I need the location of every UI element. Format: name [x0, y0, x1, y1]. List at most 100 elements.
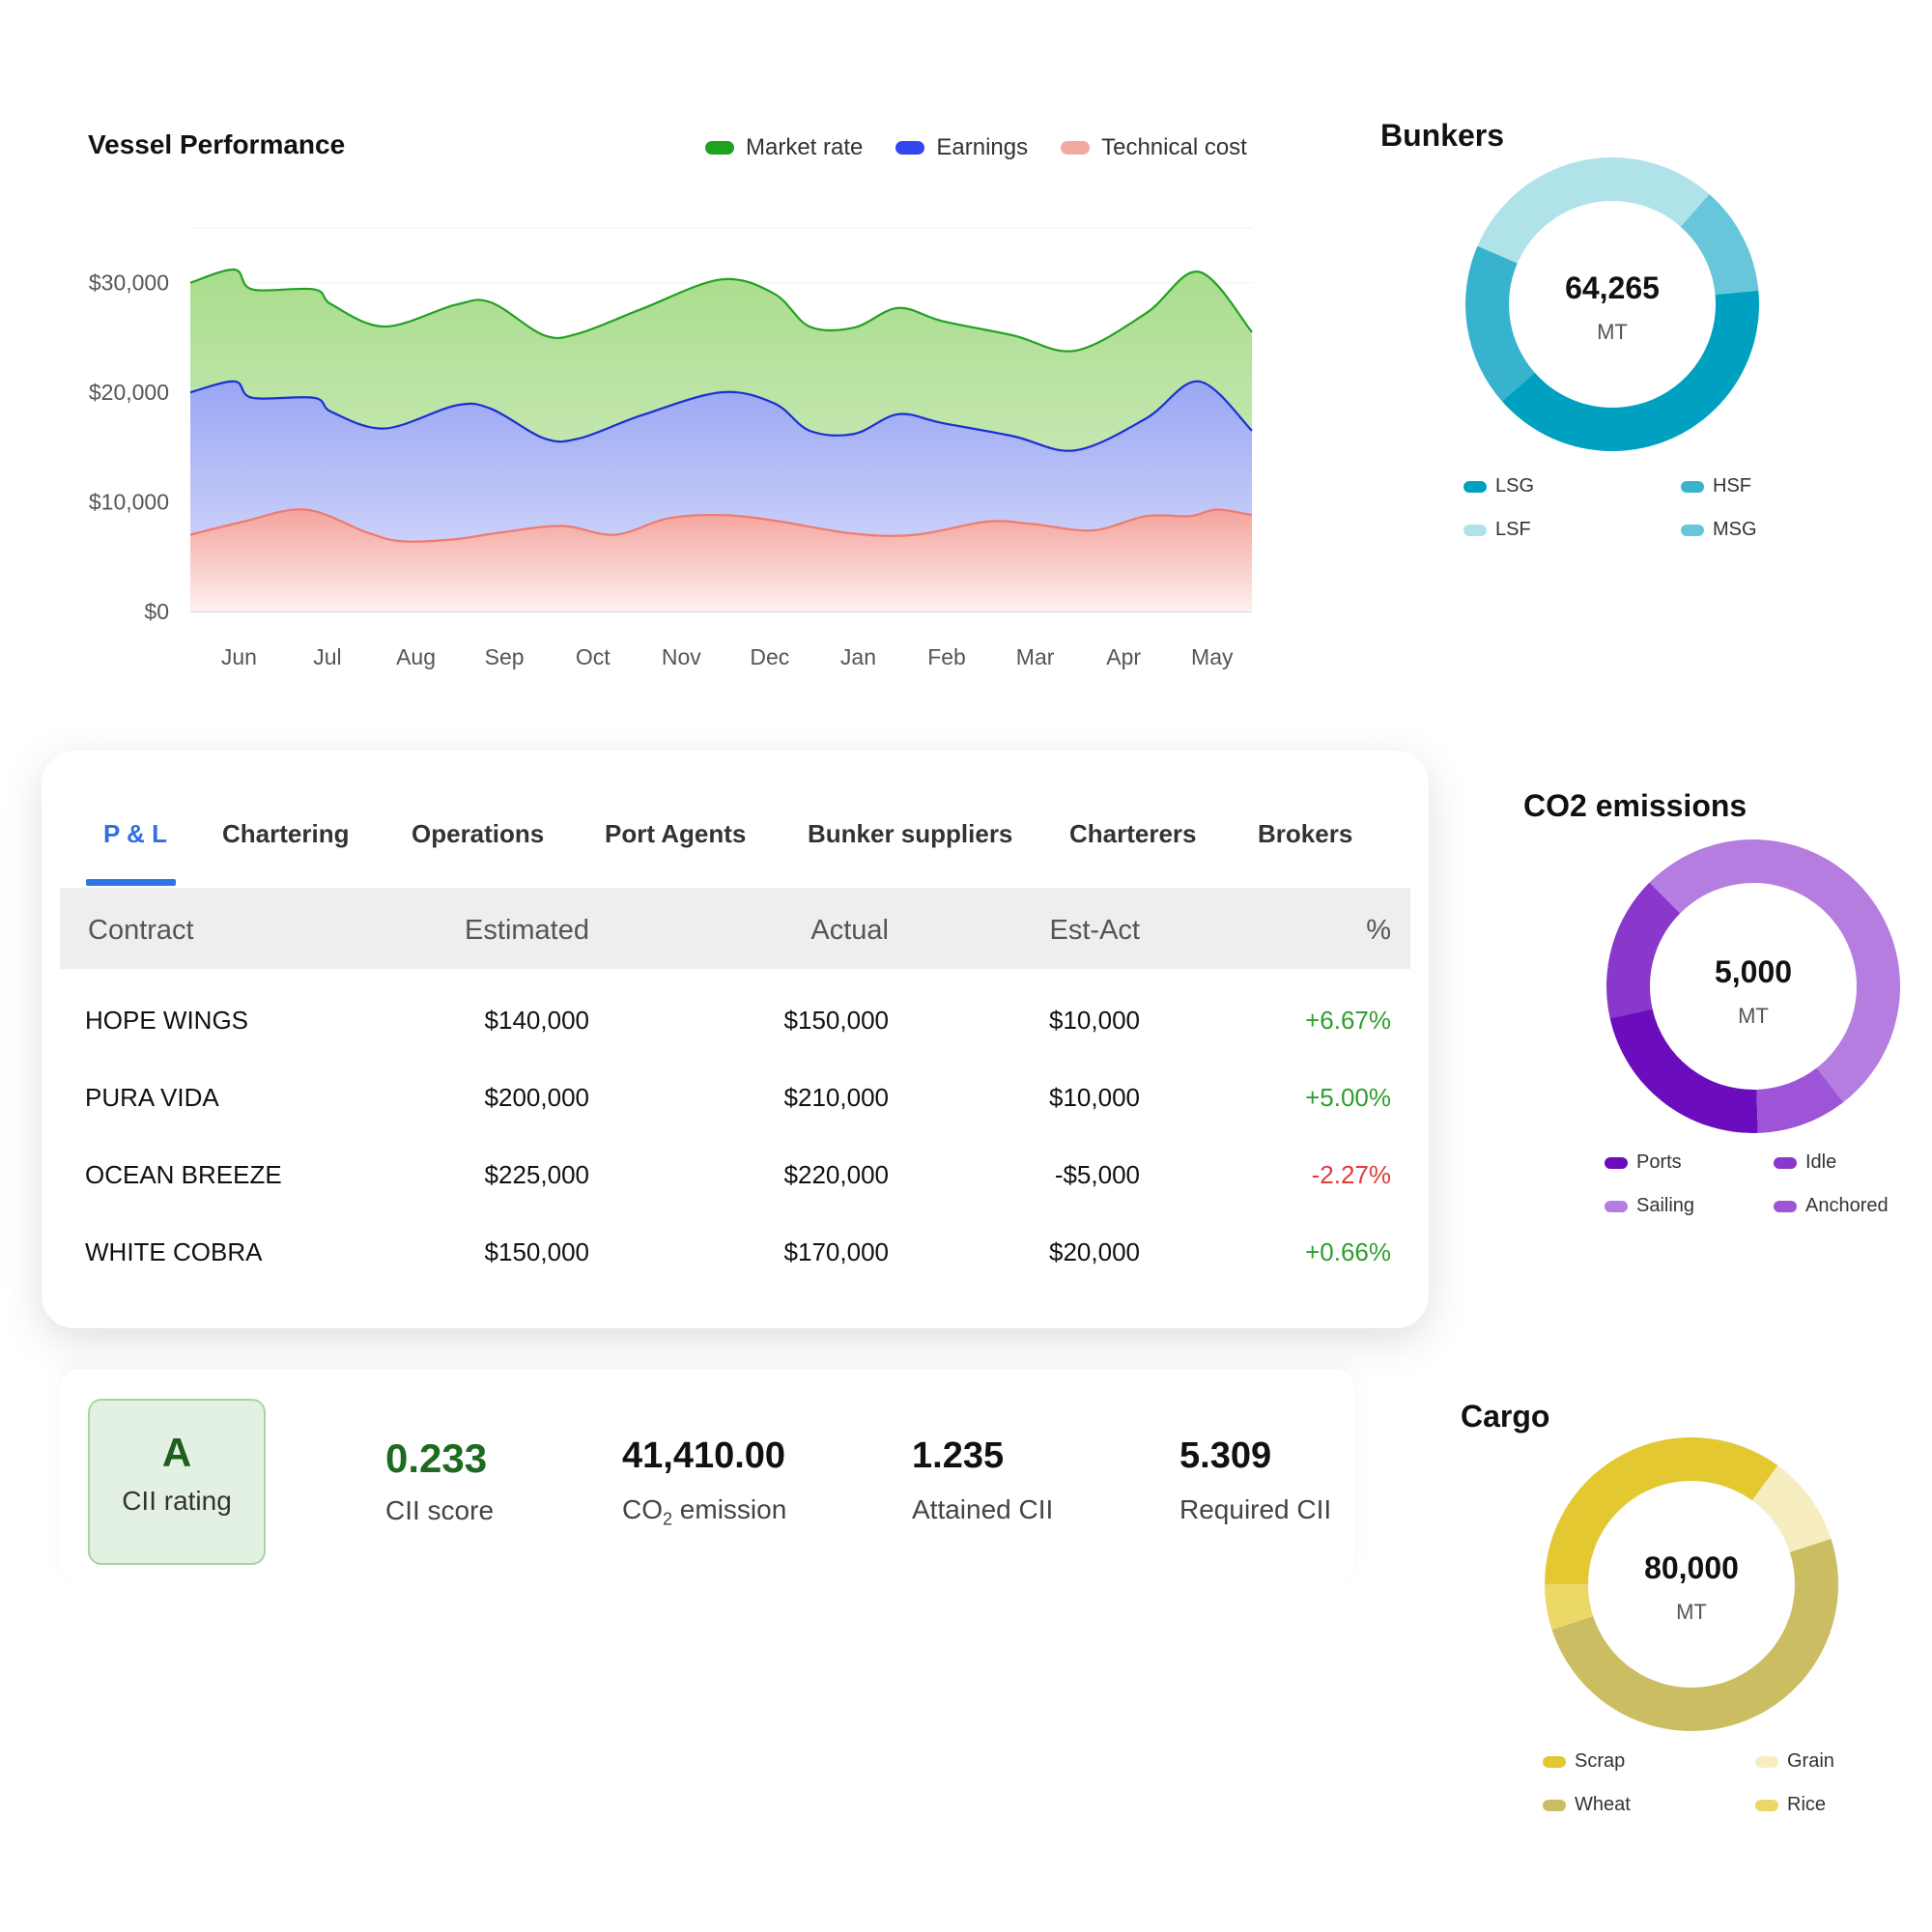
cell-est-act: -$5,000 [1054, 1160, 1140, 1189]
x-tick-label: Jan [840, 644, 876, 669]
legend-label: Wheat [1575, 1794, 1631, 1815]
cell-contract[interactable]: PURA VIDA [85, 1083, 219, 1112]
line-earnings [189, 380, 1253, 452]
legend-item-earnings[interactable]: Earnings [895, 134, 1028, 161]
legend-item-hsf[interactable]: HSF [1681, 475, 1835, 497]
chart-legend: Market rate Earnings Technical cost [705, 134, 1247, 161]
tab-operations[interactable]: Operations [412, 819, 545, 848]
tab-bunker-suppliers[interactable]: Bunker suppliers [808, 819, 1013, 848]
x-tick-label: May [1191, 644, 1234, 669]
tab-port-agents[interactable]: Port Agents [605, 819, 747, 848]
attained-cii-label: Attained CII [912, 1494, 1054, 1524]
tab-brokers[interactable]: Brokers [1258, 819, 1353, 848]
cell-est-act: $20,000 [1049, 1237, 1140, 1266]
legend-item-wheat[interactable]: Wheat [1543, 1794, 1755, 1816]
tab-pl[interactable]: P & L [103, 819, 167, 848]
legend-item-anchored[interactable]: Anchored [1774, 1195, 1928, 1217]
cii-score-metric: 0.233 CII score [385, 1435, 494, 1526]
cell-contract[interactable]: OCEAN BREEZE [85, 1160, 282, 1189]
legend-item-lsf[interactable]: LSF [1463, 519, 1681, 541]
cell-contract[interactable]: WHITE COBRA [85, 1237, 263, 1266]
cell-actual: $210,000 [783, 1083, 889, 1112]
column-header-est-act[interactable]: Est-Act [1049, 915, 1140, 946]
donut-slice-wheat [1551, 1539, 1838, 1731]
co2-emission-label: CO2 emission [622, 1494, 786, 1530]
donut-slice-scrap [1545, 1437, 1778, 1584]
donut-slice-ports [1609, 1009, 1758, 1133]
bunkers-total-value: 64,265 [1565, 270, 1660, 305]
column-header-contract[interactable]: Contract [88, 915, 194, 946]
legend-label: Ports [1636, 1151, 1682, 1173]
legend-swatch [1061, 141, 1091, 155]
tab-charterers[interactable]: Charterers [1069, 819, 1197, 848]
column-header-estimated[interactable]: Estimated [465, 915, 589, 946]
cell-actual: $170,000 [783, 1237, 889, 1266]
legend-label: Market rate [746, 134, 864, 160]
legend-label: Rice [1787, 1794, 1827, 1815]
cell-contract[interactable]: HOPE WINGS [85, 1006, 249, 1035]
x-tick-label: Nov [662, 644, 701, 669]
cargo-donut-chart [1545, 1437, 1838, 1731]
legend-swatch [895, 141, 925, 155]
legend-item-grain[interactable]: Grain [1755, 1750, 1910, 1773]
legend-swatch [1774, 1156, 1797, 1169]
x-tick-label: Dec [750, 644, 789, 669]
legend-label: Technical cost [1101, 134, 1247, 160]
bunkers-center: 64,265 MT [1516, 270, 1709, 345]
legend-item-market-rate[interactable]: Market rate [705, 134, 863, 161]
legend-item-lsg[interactable]: LSG [1463, 475, 1681, 497]
cargo-total-unit: MT [1676, 1600, 1707, 1624]
legend-item-technical-cost[interactable]: Technical cost [1061, 134, 1247, 161]
cell-est-act: $10,000 [1049, 1006, 1140, 1035]
legend-swatch [1755, 1755, 1778, 1768]
legend-item-rice[interactable]: Rice [1755, 1794, 1910, 1816]
legend-item-sailing[interactable]: Sailing [1605, 1195, 1774, 1217]
table-header [60, 888, 1410, 969]
cell-estimated: $200,000 [484, 1083, 589, 1112]
co2-center: 5,000 MT [1657, 954, 1850, 1029]
x-tick-label: Aug [396, 644, 436, 669]
donut-slice-msg [1680, 193, 1759, 295]
cell-percent: -2.27% [1311, 1160, 1391, 1189]
x-tick-label: Jul [313, 644, 341, 669]
co2-total-unit: MT [1738, 1004, 1769, 1028]
chart-title: Vessel Performance [88, 129, 346, 159]
legend-item-idle[interactable]: Idle [1774, 1151, 1928, 1174]
column-header-actual[interactable]: Actual [810, 915, 889, 946]
legend-swatch [705, 141, 734, 155]
co2-total-value: 5,000 [1714, 954, 1793, 989]
x-tick-label: Mar [1016, 644, 1055, 669]
required-cii-label: Required CII [1179, 1494, 1332, 1524]
x-tick-label: Jun [221, 644, 257, 669]
donut-slice-rice [1545, 1584, 1594, 1630]
donut-slice-grain [1751, 1465, 1832, 1552]
legend-label: Anchored [1805, 1195, 1889, 1216]
legend-item-msg[interactable]: MSG [1681, 519, 1835, 541]
attained-cii-metric: 1.235 Attained CII [912, 1435, 1053, 1525]
y-tick-label: $30,000 [89, 270, 169, 296]
bunkers-total-unit: MT [1597, 320, 1628, 344]
bunkers-title: Bunkers [1380, 118, 1505, 153]
cell-estimated: $140,000 [484, 1006, 589, 1035]
active-tab-indicator [86, 879, 176, 886]
column-header-percent[interactable]: % [1366, 915, 1391, 946]
legend-item-ports[interactable]: Ports [1605, 1151, 1774, 1174]
tab-chartering[interactable]: Chartering [222, 819, 350, 848]
line-technical-cost [189, 508, 1253, 543]
cii-rating-badge: A CII rating [88, 1399, 266, 1565]
donut-slice-anchored [1756, 1067, 1844, 1133]
legend-label: Grain [1787, 1750, 1834, 1772]
donut-slice-lsg [1501, 290, 1759, 451]
attained-cii-value: 1.235 [912, 1435, 1005, 1476]
cell-estimated: $150,000 [484, 1237, 589, 1266]
legend-item-scrap[interactable]: Scrap [1543, 1750, 1755, 1773]
vessel-performance-chart: $0 $10,000 $20,000 $30,000 Jun Jul Aug Sep Oct No… [89, 227, 1253, 669]
legend-swatch [1463, 480, 1487, 493]
legend-label: MSG [1713, 519, 1757, 540]
required-cii-value: 5.309 [1179, 1435, 1272, 1476]
cargo-total-value: 80,000 [1644, 1550, 1739, 1585]
donut-slice-lsf [1477, 156, 1710, 264]
area-technical-cost [190, 509, 1252, 611]
cell-estimated: $225,000 [484, 1160, 589, 1189]
legend-label: HSF [1713, 475, 1751, 497]
